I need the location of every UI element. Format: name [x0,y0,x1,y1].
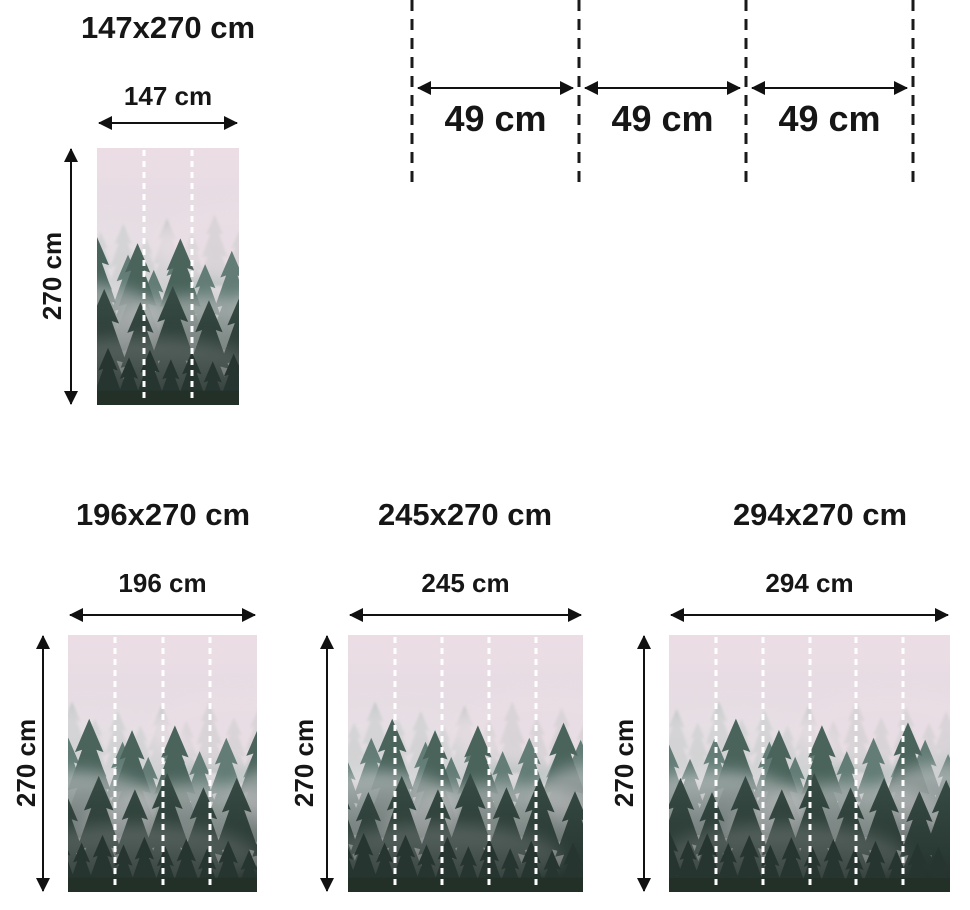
panel-seam-line [208,637,212,890]
height-arrow-icon [42,636,44,891]
panel-cell: 49 cm [412,0,579,190]
size-title: 245x270 cm [377,497,553,532]
size-title: 196x270 cm [75,497,251,532]
height-dimension-label: 270 cm [11,718,41,808]
panel-seam-line [487,637,491,890]
panel-seam-line [190,150,194,403]
panel-width-label: 49 cm [444,98,547,139]
size-title: 147x270 cm [80,10,256,45]
mural-preview [669,635,950,892]
size-title: 294x270 cm [732,497,908,532]
panel-seam-line [854,637,858,890]
mural-preview [68,635,257,892]
panel-cell: 49 cm [579,0,746,190]
panel-width-label: 49 cm [778,98,881,139]
panel-seam-line [142,150,146,403]
panel-cut-line [744,0,748,190]
width-dimension-label: 294 cm [765,568,854,598]
height-arrow-icon [70,149,72,404]
height-dimension-label: 270 cm [289,718,319,808]
height-dimension-label: 270 cm [609,718,639,808]
panel-width-arrow-icon [418,87,573,89]
panel-seam-line [161,637,164,890]
panel-seam-line [113,637,117,890]
width-arrow-icon [671,614,948,616]
panel-width-diagram: 49 cm 49 cm 49 cm [410,0,916,190]
width-arrow-icon [99,122,237,124]
forest-photo [348,635,583,892]
panel-seam-line [440,637,444,890]
mural-preview [97,148,239,405]
panel-seam-line [534,637,538,890]
panel-cell: 49 cm [746,0,913,190]
width-dimension-label: 245 cm [421,568,510,598]
forest-photo [97,148,239,405]
panel-seam-line [761,637,765,890]
panel-cut-line [577,0,581,190]
panel-width-arrow-icon [752,87,907,89]
panel-cut-line [410,0,414,190]
height-arrow-icon [643,636,645,891]
panel-cut-line [911,0,915,190]
width-arrow-icon [70,614,255,616]
panel-seam-line [808,637,811,890]
panel-seam-line [393,637,397,890]
width-dimension-label: 147 cm [123,81,213,111]
height-dimension-label: 270 cm [37,231,67,321]
panel-width-arrow-icon [585,87,740,89]
panel-seam-line [901,637,905,890]
height-arrow-icon [326,636,328,891]
mural-preview [348,635,583,892]
width-arrow-icon [350,614,581,616]
panel-width-label: 49 cm [611,98,714,139]
panel-seam-line [714,637,718,890]
width-dimension-label: 196 cm [118,568,207,598]
